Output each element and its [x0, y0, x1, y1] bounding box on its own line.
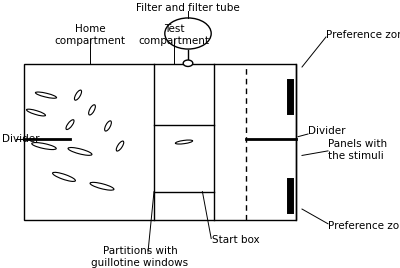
Text: Start box: Start box — [212, 235, 260, 245]
Ellipse shape — [90, 182, 114, 190]
Text: Preference zone: Preference zone — [328, 221, 400, 232]
Text: Filter and filter tube: Filter and filter tube — [136, 3, 240, 13]
Text: Divider: Divider — [2, 134, 40, 144]
Ellipse shape — [36, 92, 56, 98]
Bar — [24, 64, 296, 220]
Ellipse shape — [105, 121, 111, 131]
Circle shape — [165, 18, 211, 49]
Ellipse shape — [89, 105, 95, 115]
Circle shape — [183, 60, 193, 66]
Ellipse shape — [175, 140, 193, 144]
Ellipse shape — [52, 172, 76, 181]
Text: Home
compartment: Home compartment — [54, 24, 126, 46]
Text: Divider: Divider — [308, 126, 346, 136]
Text: Test
compartment: Test compartment — [138, 24, 210, 46]
Ellipse shape — [32, 143, 56, 150]
Ellipse shape — [74, 90, 82, 100]
Text: Panels with
the stimuli: Panels with the stimuli — [328, 139, 387, 161]
Text: Partitions with
guillotine windows: Partitions with guillotine windows — [92, 247, 188, 268]
Text: Preference zone: Preference zone — [326, 30, 400, 40]
Ellipse shape — [26, 109, 46, 116]
Ellipse shape — [66, 120, 74, 129]
Ellipse shape — [116, 141, 124, 151]
Ellipse shape — [68, 147, 92, 155]
